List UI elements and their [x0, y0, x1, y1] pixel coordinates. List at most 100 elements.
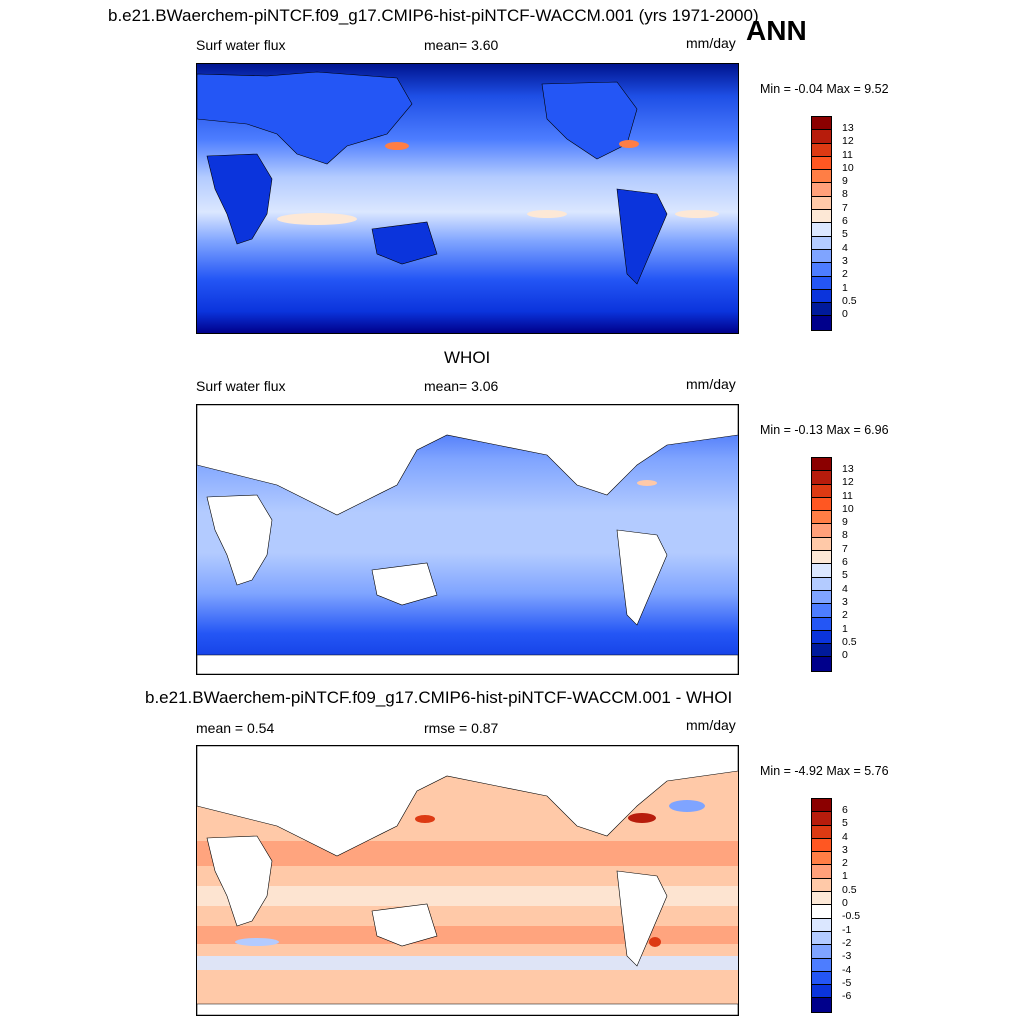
cb1-swatch — [812, 210, 831, 224]
cb3-swatch — [812, 838, 831, 853]
cb3-tick: -0.5 — [842, 910, 861, 923]
cb1-swatch — [812, 276, 831, 290]
cb3-tick: 3 — [842, 843, 848, 856]
panel2-mean: mean= 3.06 — [424, 378, 499, 394]
cb2-tick: 5 — [842, 569, 848, 582]
panel1-land — [197, 71, 668, 285]
cb3-tick: 5 — [842, 817, 848, 830]
cb2-swatch — [812, 484, 831, 498]
cb1-swatch — [812, 303, 831, 317]
panel1-highs — [277, 210, 719, 225]
cb1-tick: 0.5 — [842, 294, 857, 307]
cb3-swatch — [812, 852, 831, 866]
cb3-swatch — [812, 825, 831, 839]
cb2-tick: 3 — [842, 595, 848, 608]
panel3-minmax: Min = -4.92 Max = 5.76 — [760, 764, 889, 778]
panel2-peaks — [637, 480, 657, 486]
panel2-land — [197, 405, 738, 674]
cb2-swatch — [812, 590, 831, 605]
cb3-swatch — [812, 985, 831, 999]
cb3-tick: -1 — [842, 923, 852, 936]
cb1-tick: 8 — [842, 188, 848, 201]
cb3-tick: 4 — [842, 830, 848, 843]
cb1-tick: 4 — [842, 241, 848, 254]
cb1-swatch — [812, 196, 831, 211]
panel1-colorbar-labels: 13 12 11 10 9 8 7 6 5 4 3 2 1 0.5 0 — [842, 122, 857, 321]
cb3-swatch — [812, 945, 831, 959]
cb3-swatch — [812, 931, 831, 946]
cb2-swatch — [812, 497, 831, 512]
cb1-swatch — [812, 249, 831, 264]
cb1-swatch — [812, 263, 831, 277]
panel3-units: mm/day — [686, 717, 736, 733]
season-label: ANN — [746, 15, 807, 46]
cb2-tick: 7 — [842, 542, 848, 555]
cb2-tick: 6 — [842, 556, 848, 569]
cb1-swatch — [812, 170, 831, 184]
panel2-minmax: Min = -0.13 Max = 6.96 — [760, 423, 889, 437]
cb3-swatch — [812, 865, 831, 879]
cb2-swatch — [812, 630, 831, 645]
cb3-tick: 2 — [842, 857, 848, 870]
cb3-swatch — [812, 905, 831, 919]
cb3-swatch — [812, 918, 831, 932]
cb3-tick: -6 — [842, 990, 852, 1003]
panel1-colorbar — [811, 116, 832, 331]
cb2-swatch — [812, 644, 831, 658]
cb3-tick: 0.5 — [842, 883, 857, 896]
panel2-colorbar-labels: 13 12 11 10 9 8 7 6 5 4 3 2 1 0.5 0 — [842, 463, 857, 662]
cb2-tick: 12 — [842, 476, 854, 489]
cb3-tick: -5 — [842, 976, 852, 989]
cb3-swatch — [812, 878, 831, 893]
cb2-tick: 13 — [842, 463, 854, 475]
panel3-title: b.e21.BWaerchem-piNTCF.f09_g17.CMIP6-his… — [145, 688, 733, 707]
cb2-swatch — [812, 458, 831, 472]
panel3-map — [196, 745, 739, 1016]
panel3-colorbar — [811, 798, 832, 1013]
cb1-tick: 7 — [842, 201, 848, 214]
cb2-tick: 1 — [842, 622, 848, 635]
cb1-tick: 11 — [842, 148, 853, 161]
cb3-swatch — [812, 799, 831, 813]
cb2-swatch — [812, 657, 831, 671]
cb1-swatch — [812, 117, 831, 131]
cb1-tick: 0 — [842, 308, 848, 321]
cb1-tick: 13 — [842, 122, 854, 134]
cb1-swatch — [812, 316, 831, 330]
panel2-colorbar — [811, 457, 832, 672]
cb1-swatch — [812, 143, 831, 157]
panel1-units: mm/day — [686, 35, 736, 51]
cb2-swatch — [812, 577, 831, 591]
panel2-units: mm/day — [686, 376, 736, 392]
cb2-tick: 4 — [842, 582, 848, 595]
cb3-swatch — [812, 958, 831, 972]
cb3-tick: -4 — [842, 963, 852, 976]
cb1-swatch — [812, 130, 831, 144]
cb3-tick: -3 — [842, 950, 852, 963]
cb1-tick: 2 — [842, 268, 848, 281]
cb1-tick: 1 — [842, 281, 848, 294]
cb2-tick: 0 — [842, 649, 848, 662]
cb1-tick: 9 — [842, 175, 848, 188]
cb3-swatch — [812, 892, 831, 906]
panel2-map — [196, 404, 739, 675]
cb1-swatch — [812, 183, 831, 197]
cb3-swatch — [812, 971, 831, 986]
cb2-swatch — [812, 564, 831, 578]
cb1-swatch — [812, 289, 831, 304]
cb2-tick: 10 — [842, 502, 854, 515]
cb1-swatch — [812, 236, 831, 250]
panel3-rmse: rmse = 0.87 — [424, 720, 499, 736]
cb2-swatch — [812, 524, 831, 538]
cb2-swatch — [812, 604, 831, 618]
cb1-tick: 6 — [842, 215, 848, 228]
cb2-swatch — [812, 551, 831, 565]
cb3-tick: -2 — [842, 936, 852, 949]
panel1-map — [196, 63, 739, 334]
cb3-tick: 0 — [842, 897, 848, 910]
cb2-swatch — [812, 617, 831, 631]
panel2-title: WHOI — [444, 348, 491, 367]
figure-title: b.e21.BWaerchem-piNTCF.f09_g17.CMIP6-his… — [108, 6, 759, 25]
cb3-tick: 6 — [842, 804, 848, 816]
cb1-tick: 5 — [842, 228, 848, 241]
